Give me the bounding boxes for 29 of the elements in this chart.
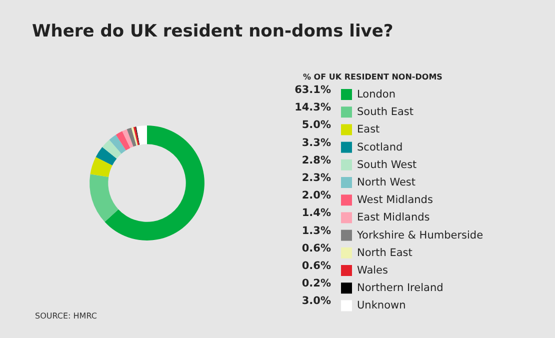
legend-label: South West bbox=[357, 158, 417, 171]
chart-title: Where do UK resident non-doms live? bbox=[32, 22, 394, 42]
data-label: 1.4% bbox=[302, 207, 332, 220]
source-note: SOURCE: HMRC bbox=[35, 312, 98, 320]
data-label: 2.3% bbox=[302, 172, 332, 184]
legend-label: East Midlands bbox=[357, 212, 430, 224]
legend-label: West Midlands bbox=[357, 194, 433, 206]
data-label: 0.2% bbox=[302, 278, 332, 290]
data-label: 1.3% bbox=[302, 224, 332, 237]
data-label: 2.0% bbox=[302, 190, 332, 202]
legend-title: % OF UK RESIDENT NON-DOMS bbox=[303, 72, 443, 82]
data-label: 3.0% bbox=[302, 295, 332, 308]
data-label: 3.3% bbox=[302, 136, 332, 149]
legend-label: London bbox=[357, 88, 396, 100]
legend-label: Unknown bbox=[357, 300, 406, 312]
data-label: 2.8% bbox=[302, 154, 332, 166]
data-label: 0.6% bbox=[302, 260, 332, 272]
legend-label: South East bbox=[357, 106, 414, 118]
legend-label: Scotland bbox=[357, 141, 403, 154]
legend-label: Wales bbox=[357, 264, 388, 276]
legend-label: Yorkshire & Humberside bbox=[356, 229, 484, 242]
data-label: 63.1% bbox=[294, 84, 332, 96]
legend-label: North West bbox=[357, 176, 416, 188]
data-label: 5.0% bbox=[302, 119, 332, 132]
legend-label: North East bbox=[357, 246, 412, 259]
legend-label: East bbox=[357, 124, 380, 136]
legend-label: Northern Ireland bbox=[357, 282, 444, 294]
data-label: 14.3% bbox=[294, 102, 332, 114]
data-label: 0.6% bbox=[302, 242, 332, 254]
